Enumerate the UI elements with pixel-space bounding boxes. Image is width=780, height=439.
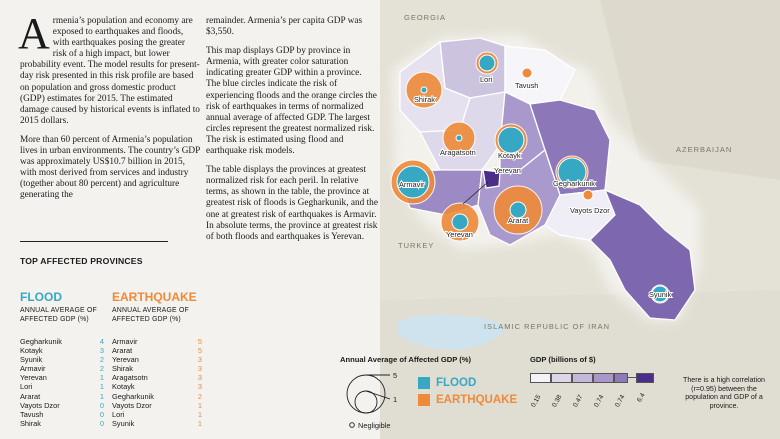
aragatsotn-risk-circles xyxy=(442,121,476,155)
circle-legend-title: Annual Average of Affected GDP (%) xyxy=(340,355,472,364)
table-row: Yerevan 1 xyxy=(20,373,104,383)
label-gegharkunik: Gegharkunik xyxy=(553,179,595,188)
circle-legend-max: 5 xyxy=(393,371,398,380)
table-row: Shirak 3 xyxy=(112,364,202,374)
label-vayots-dzor: Vayots Dzor xyxy=(570,206,610,215)
label-tavush: Tavush xyxy=(515,81,538,90)
flood-subheading: ANNUAL AVERAGE OF AFFECTED GDP (%) xyxy=(20,307,97,323)
table-row: Kotayk 3 xyxy=(112,382,202,392)
paragraph-4: This map displays GDP by province in Arm… xyxy=(206,46,377,157)
paragraph-3: remainder. Armenia’s per capita GDP was … xyxy=(206,16,363,38)
gdp-ramp-5 xyxy=(614,373,628,383)
flood-table: Gegharkunik 4 Kotayk 3 Syunik 2 Armavir 2 Ye… xyxy=(20,337,104,428)
gdp-ramp-1 xyxy=(530,373,551,383)
earthquake-table: Armavir 5 Ararat 5 Yerevan 3 Shirak 3 Aragat… xyxy=(112,337,202,428)
negligible-label: Negligible xyxy=(358,421,391,430)
table-row: Ararat 1 xyxy=(20,391,104,401)
table-row: Tavush 0 xyxy=(20,409,104,419)
yerevan-risk-circles xyxy=(440,202,480,242)
gdp-legend-title: GDP (billions of $) xyxy=(530,355,596,364)
table-row: Yerevan 3 xyxy=(112,355,202,365)
label-yerevan: Yerevan xyxy=(446,230,473,239)
correlation-note: There is a high correlation (r=0.95) bet… xyxy=(682,376,765,410)
flood-heading: FLOOD xyxy=(20,290,62,304)
body-column: remainder. Armenia’s per capita GDP was … xyxy=(206,16,378,251)
label-yerevan-district: Yerevan xyxy=(494,166,521,175)
drop-cap: A xyxy=(18,9,50,58)
label-shirak: Shirak xyxy=(414,95,435,104)
paragraph-1: rmenia’s population and economy are expo… xyxy=(20,16,200,126)
paragraph-2: More than 60 percent of Armenia’s popula… xyxy=(20,134,200,201)
syunik-risk-circles xyxy=(650,284,670,304)
table-row: Kotayk 3 xyxy=(20,346,104,356)
table-row: Ararat 5 xyxy=(112,346,202,356)
flood-legend-label: FLOOD xyxy=(436,377,477,389)
table-row: Vayots Dzor 1 xyxy=(112,400,202,410)
table-row: Syunik 1 xyxy=(112,418,202,428)
tavush-risk-circles xyxy=(521,67,533,79)
ararat-risk-circles xyxy=(493,185,543,235)
iran-label: ISLAMIC REPUBLIC OF IRAN xyxy=(484,322,610,331)
label-kotayk: Kotayk xyxy=(498,151,521,160)
table-row: Gegharkunik 4 xyxy=(20,337,104,346)
yerevan-leader-line xyxy=(462,181,489,205)
gegharkunik-risk-circles xyxy=(555,155,589,189)
georgia-label: GEORGIA xyxy=(404,13,446,22)
province-syunik xyxy=(589,188,696,321)
table-row: Vayots Dzor 0 xyxy=(20,400,104,410)
vayots-dzor-risk-circles xyxy=(582,189,594,201)
turkey-label: TURKEY xyxy=(398,241,434,250)
gdp-ramp-3 xyxy=(572,373,593,383)
gdp-ramp-break xyxy=(628,377,636,378)
label-syunik: Syunik xyxy=(649,290,671,299)
table-row: Shirak 0 xyxy=(20,418,104,428)
province-yerevan xyxy=(482,169,501,189)
table-row: Gegharkunik 2 xyxy=(112,391,202,401)
gdp-ramp-4 xyxy=(593,373,614,383)
earthquake-heading: EARTHQUAKE xyxy=(112,290,197,304)
shirak-risk-circles xyxy=(405,71,443,109)
table-row: Lori 1 xyxy=(20,382,104,392)
section-divider xyxy=(20,241,168,242)
table-title: TOP AFFECTED PROVINCES xyxy=(20,256,143,266)
gdp-ramp-6 xyxy=(636,373,654,383)
label-lori: Lori xyxy=(480,75,493,84)
paragraph-5: The table displays the provinces at grea… xyxy=(206,165,378,242)
circle-legend-min: 1 xyxy=(393,395,398,404)
table-row: Armavir 5 xyxy=(112,337,202,346)
azerbaijan-label: AZERBAIJAN xyxy=(676,145,732,154)
table-row: Aragatsotn 3 xyxy=(112,373,202,383)
table-row: Syunik 2 xyxy=(20,355,104,365)
lori-risk-circles xyxy=(475,51,499,75)
earthquake-legend-label: EARTHQUAKE xyxy=(436,394,518,406)
table-row: Lori 1 xyxy=(112,409,202,419)
flood-swatch xyxy=(418,377,430,389)
label-ararat: Ararat xyxy=(508,216,528,225)
earthquake-subheading: ANNUAL AVERAGE OF AFFECTED GDP (%) xyxy=(112,307,189,323)
earthquake-swatch xyxy=(418,394,430,406)
kotayk-risk-circles xyxy=(494,123,528,157)
armavir-risk-circles xyxy=(390,159,436,205)
circle-size-legend xyxy=(346,374,391,428)
table-row: Armavir 2 xyxy=(20,364,104,374)
label-aragatsotn: Aragatsotn xyxy=(440,148,476,157)
label-armavir: Armavir xyxy=(399,180,425,189)
gdp-ramp-2 xyxy=(551,373,572,383)
